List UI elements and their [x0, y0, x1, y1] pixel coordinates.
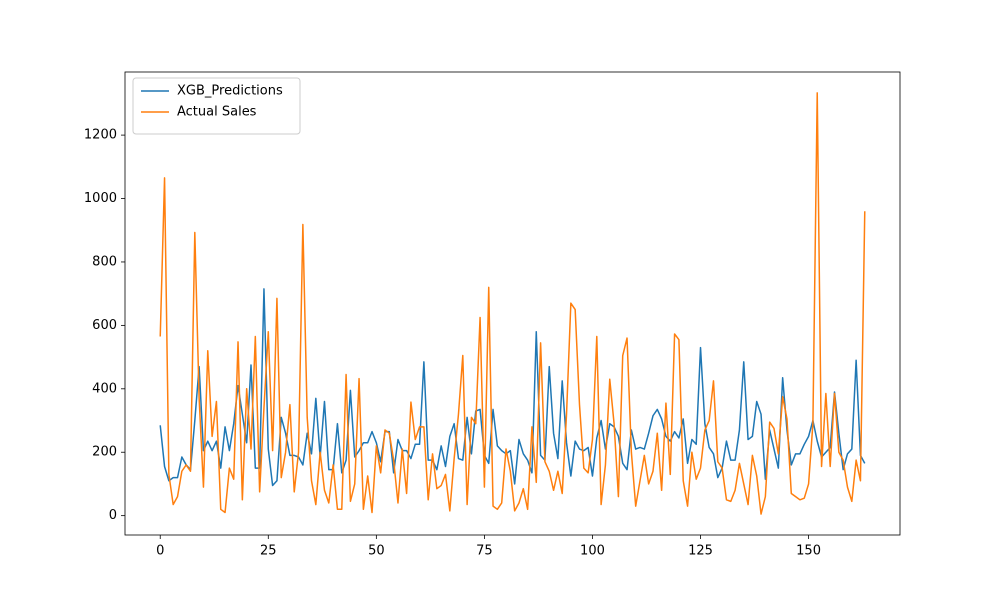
x-tick-label: 25 — [260, 544, 277, 559]
line-series — [159, 288, 866, 487]
x-tick-label: 150 — [796, 544, 821, 559]
legend: XGB_Predictions Actual Sales — [132, 77, 301, 135]
y-tick-label: 1000 — [84, 191, 117, 206]
line-series — [159, 92, 866, 515]
legend-box — [132, 77, 301, 135]
x-tick-label: 0 — [156, 544, 164, 559]
y-tick-label: 200 — [92, 445, 117, 460]
y-tick-label: 400 — [92, 381, 117, 396]
legend-label: XGB_Predictions — [177, 84, 283, 99]
legend-label: Actual Sales — [177, 105, 257, 120]
x-tick-label: 100 — [580, 544, 605, 559]
x-tick-label: 125 — [688, 544, 713, 559]
x-tick-label: 75 — [476, 544, 493, 559]
x-tick-label: 50 — [368, 544, 385, 559]
y-tick-label: 600 — [92, 318, 117, 333]
y-tick-label: 800 — [92, 254, 117, 269]
y-tick-label: 0 — [109, 508, 117, 523]
plot-frame — [124, 71, 901, 536]
y-tick-label: 1200 — [84, 128, 117, 143]
